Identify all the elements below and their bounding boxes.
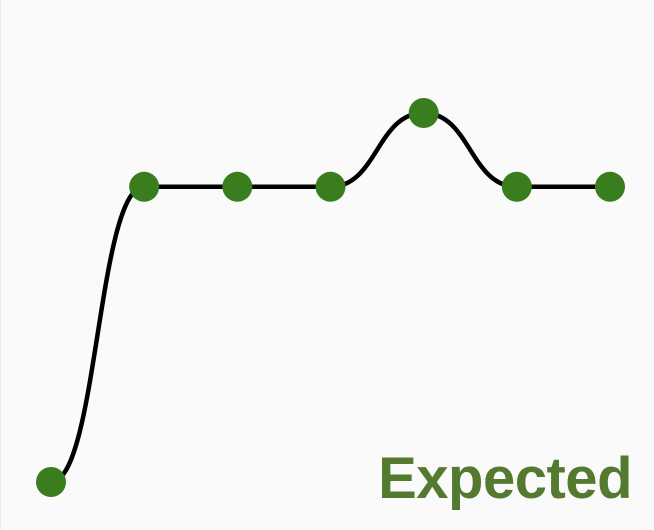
data-point-5 xyxy=(501,171,532,202)
data-point-3 xyxy=(315,171,346,202)
data-point-0 xyxy=(36,467,66,497)
data-point-2 xyxy=(222,171,253,202)
data-point-4 xyxy=(408,98,439,128)
data-point-1 xyxy=(129,171,160,202)
data-point-6 xyxy=(595,171,625,202)
series-line xyxy=(48,110,613,485)
expected-label: Expected xyxy=(378,446,632,511)
data-points xyxy=(36,98,625,497)
